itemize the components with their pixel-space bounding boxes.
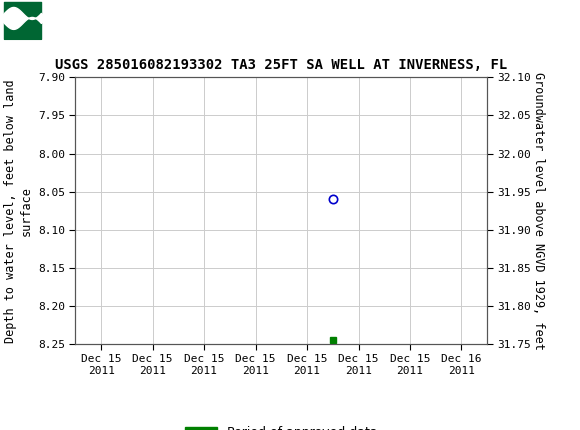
Title: USGS 285016082193302 TA3 25FT SA WELL AT INVERNESS, FL: USGS 285016082193302 TA3 25FT SA WELL AT…	[55, 58, 508, 72]
Legend: Period of approved data: Period of approved data	[180, 421, 382, 430]
Text: USGS: USGS	[48, 12, 108, 31]
Y-axis label: Groundwater level above NGVD 1929, feet: Groundwater level above NGVD 1929, feet	[532, 72, 545, 350]
Y-axis label: Depth to water level, feet below land
surface: Depth to water level, feet below land su…	[5, 79, 32, 343]
Bar	[4, 2, 41, 39]
